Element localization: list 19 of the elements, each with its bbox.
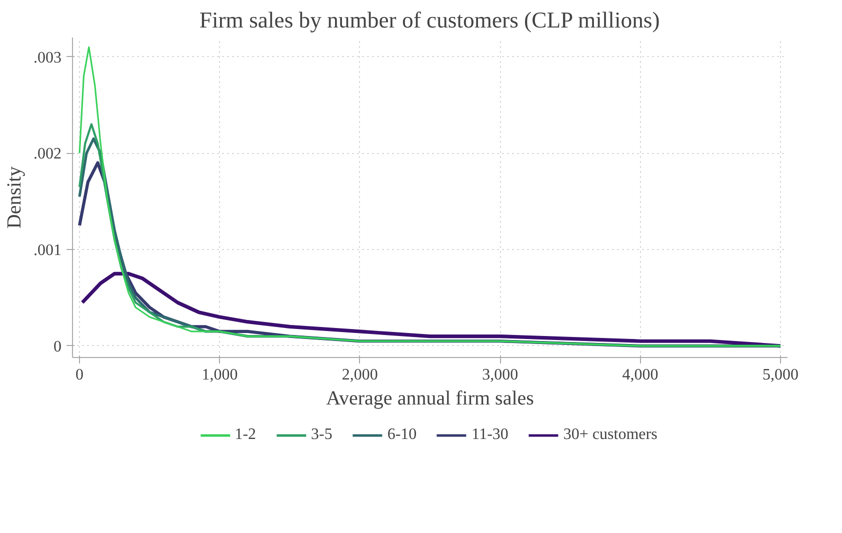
x-tick-label: 5,000 xyxy=(762,366,798,384)
y-axis-title: Density xyxy=(4,166,26,229)
x-axis-title: Average annual firm sales xyxy=(326,388,534,410)
legend-label: 30+ customers xyxy=(563,426,658,444)
x-tick-label: 4,000 xyxy=(622,366,658,384)
chart-title: Firm sales by number of customers (CLP millions) xyxy=(199,8,660,32)
x-tick-label: 2,000 xyxy=(342,366,378,384)
x-tick-label: 1,000 xyxy=(202,366,238,384)
legend-label: 1-2 xyxy=(234,426,256,444)
y-tick-label: .001 xyxy=(34,242,62,260)
y-tick-label: .003 xyxy=(34,49,62,66)
y-tick-label: 0 xyxy=(54,338,62,356)
x-tick-label: 0 xyxy=(76,366,84,384)
legend-label: 6-10 xyxy=(387,426,417,444)
legend-label: 11-30 xyxy=(472,426,508,444)
y-tick-label: .002 xyxy=(34,146,62,163)
line-series xyxy=(78,46,782,347)
legend-label: 3-5 xyxy=(311,426,332,444)
x-tick-label: 3,000 xyxy=(482,366,518,384)
